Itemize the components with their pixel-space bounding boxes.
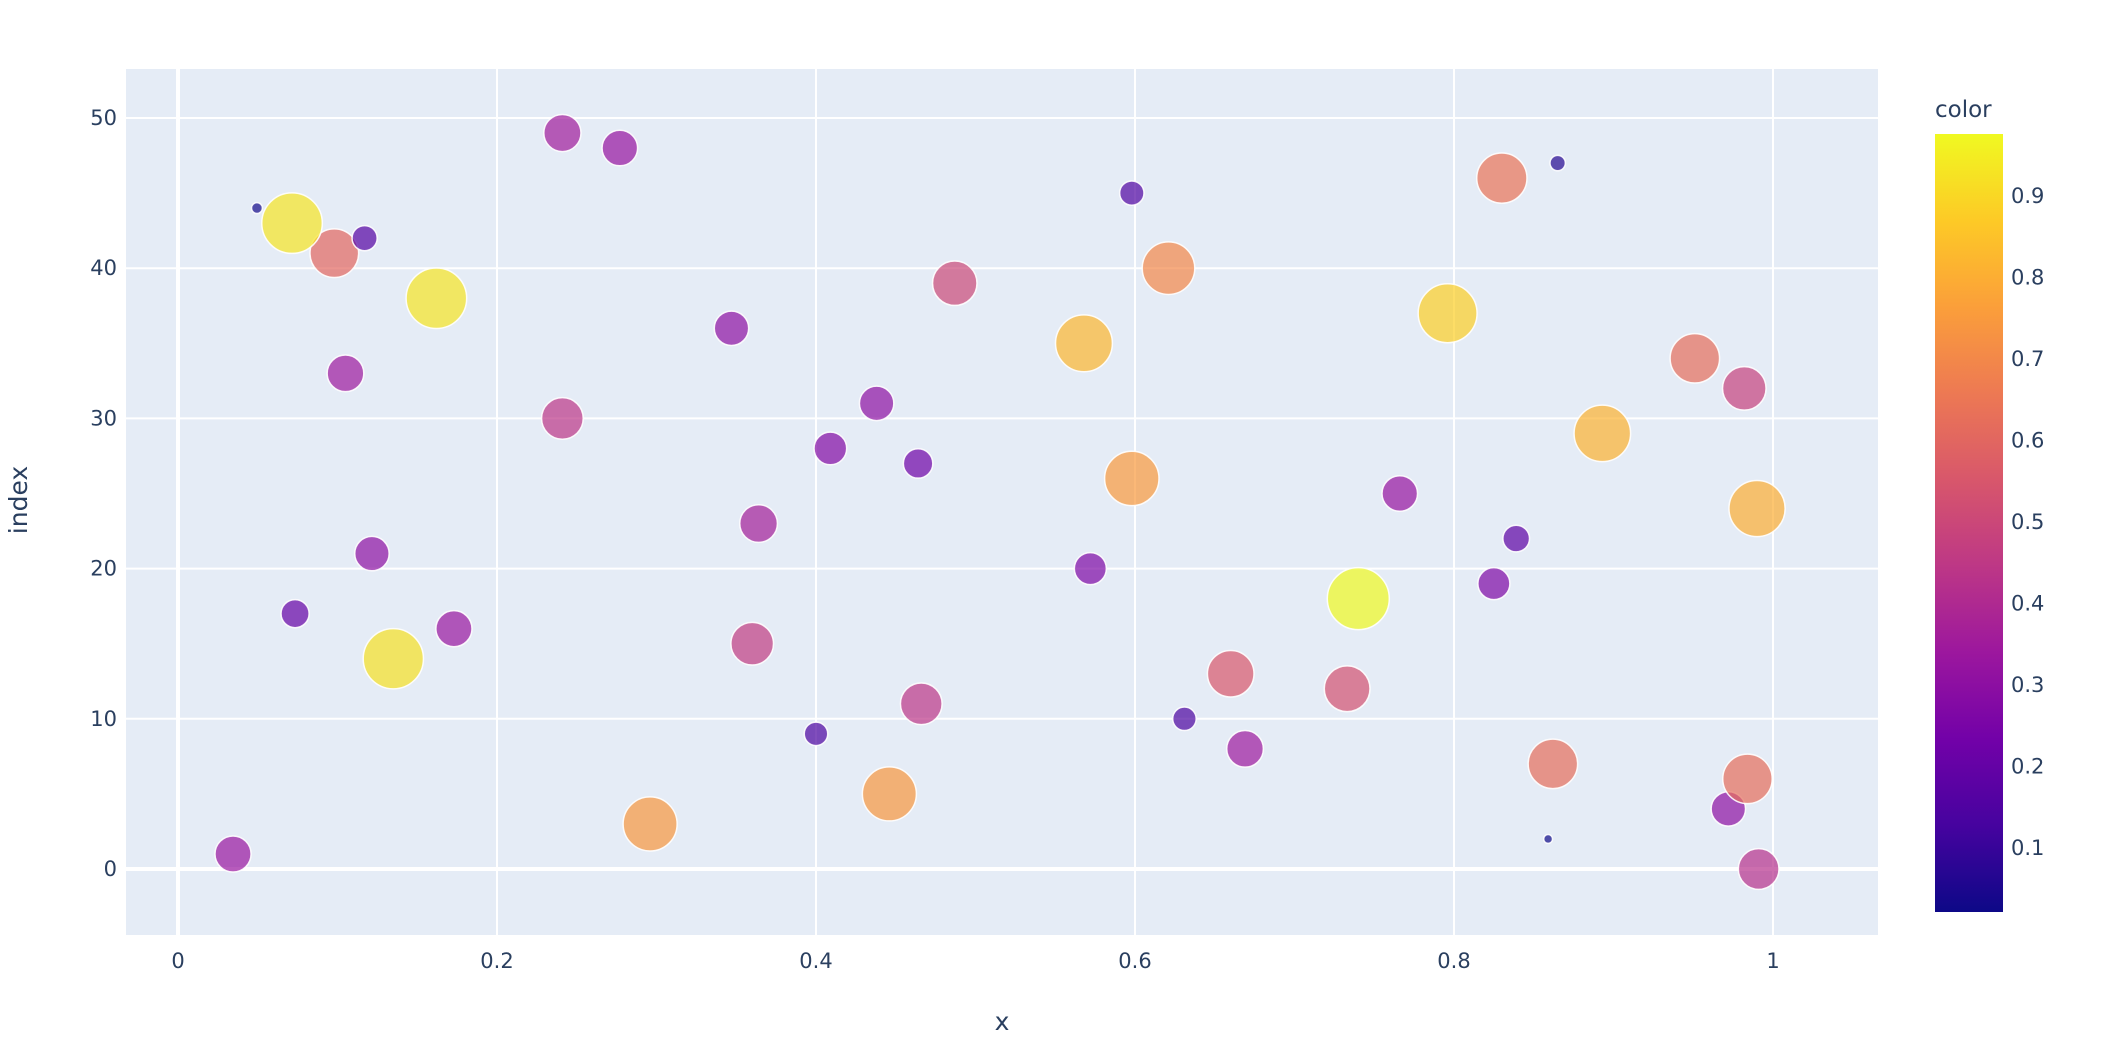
- x-axis-ticks: 0 0.2 0.4 0.6 0.8 1: [171, 949, 1779, 973]
- data-point[interactable]: [622, 796, 678, 852]
- colorbar-tick-label: 0.4: [2011, 591, 2044, 615]
- data-point[interactable]: [1669, 332, 1721, 384]
- colorbar-tick-label: 0.8: [2011, 266, 2044, 290]
- y-tick-label: 20: [90, 557, 117, 581]
- colorbar-tick-label: 0.7: [2011, 347, 2044, 371]
- x-tick-label: 0.6: [1118, 949, 1151, 973]
- y-axis-title: index: [4, 466, 33, 534]
- data-point[interactable]: [1103, 450, 1160, 507]
- data-point[interactable]: [1073, 551, 1108, 586]
- colorbar-tick-label: 0.1: [2011, 836, 2044, 860]
- data-point[interactable]: [601, 129, 639, 167]
- data-point[interactable]: [362, 627, 425, 690]
- data-point[interactable]: [738, 503, 779, 544]
- data-point[interactable]: [1542, 833, 1554, 845]
- y-tick-label: 10: [90, 707, 117, 731]
- data-point[interactable]: [1737, 847, 1780, 891]
- data-point[interactable]: [899, 682, 943, 726]
- colorbar-tick-label: 0.3: [2011, 673, 2044, 697]
- data-point[interactable]: [931, 260, 978, 307]
- x-tick-label: 0.8: [1437, 949, 1470, 973]
- data-point[interactable]: [1728, 479, 1786, 538]
- data-point[interactable]: [1721, 365, 1767, 411]
- data-points: [214, 113, 1786, 891]
- x-axis-title: x: [995, 1007, 1010, 1036]
- data-point[interactable]: [1527, 738, 1579, 790]
- data-point[interactable]: [813, 431, 848, 466]
- x-tick-label: 1: [1766, 949, 1779, 973]
- colorbar-tick-label: 0.2: [2011, 754, 2044, 778]
- data-point[interactable]: [435, 609, 473, 648]
- data-point[interactable]: [902, 447, 934, 479]
- data-point[interactable]: [1502, 524, 1531, 553]
- data-point[interactable]: [1141, 241, 1196, 296]
- data-point[interactable]: [1206, 649, 1255, 698]
- data-point[interactable]: [803, 721, 829, 747]
- data-point[interactable]: [1573, 404, 1632, 463]
- data-point[interactable]: [309, 228, 360, 279]
- colorbar-gradient: [1935, 134, 2003, 912]
- data-point[interactable]: [713, 310, 750, 347]
- data-point[interactable]: [1326, 566, 1391, 631]
- data-point[interactable]: [1477, 566, 1511, 601]
- y-tick-label: 40: [90, 256, 117, 280]
- data-point[interactable]: [858, 385, 895, 422]
- colorbar: color 0.1 0.2 0.3 0.4 0.5 0.6 0.7 0.8 0.9: [1935, 97, 2044, 912]
- data-point[interactable]: [1225, 729, 1265, 768]
- data-point[interactable]: [214, 835, 252, 873]
- y-tick-label: 50: [90, 106, 117, 130]
- x-tick-label: 0.2: [480, 949, 513, 973]
- colorbar-ticks: 0.1 0.2 0.3 0.4 0.5 0.6 0.7 0.8 0.9: [2011, 184, 2044, 860]
- data-point[interactable]: [1549, 154, 1567, 172]
- data-point[interactable]: [351, 224, 378, 252]
- data-point[interactable]: [250, 201, 264, 215]
- data-point[interactable]: [861, 766, 918, 822]
- data-point[interactable]: [1417, 283, 1478, 344]
- data-point[interactable]: [280, 598, 310, 629]
- data-point[interactable]: [730, 621, 775, 666]
- data-point[interactable]: [1054, 314, 1114, 373]
- data-point[interactable]: [1475, 152, 1528, 204]
- data-point[interactable]: [261, 192, 324, 255]
- colorbar-tick-label: 0.6: [2011, 428, 2044, 452]
- colorbar-tick-label: 0.5: [2011, 510, 2044, 534]
- x-tick-label: 0.4: [799, 949, 832, 973]
- data-point[interactable]: [1323, 665, 1371, 713]
- plot-area[interactable]: [126, 69, 1878, 935]
- y-tick-label: 30: [90, 406, 117, 430]
- data-point[interactable]: [1171, 706, 1197, 732]
- data-point[interactable]: [326, 354, 365, 393]
- x-tick-label: 0: [171, 949, 184, 973]
- data-point[interactable]: [1381, 474, 1419, 513]
- data-point[interactable]: [405, 267, 468, 330]
- y-axis-ticks: 0 10 20 30 40 50: [90, 106, 117, 881]
- data-point[interactable]: [540, 396, 584, 440]
- data-point[interactable]: [354, 535, 390, 572]
- colorbar-title: color: [1935, 97, 1992, 123]
- data-point[interactable]: [1722, 753, 1773, 805]
- data-point[interactable]: [543, 113, 582, 153]
- data-point[interactable]: [1118, 180, 1145, 207]
- y-tick-label: 0: [104, 857, 117, 881]
- colorbar-tick-label: 0.9: [2011, 184, 2044, 208]
